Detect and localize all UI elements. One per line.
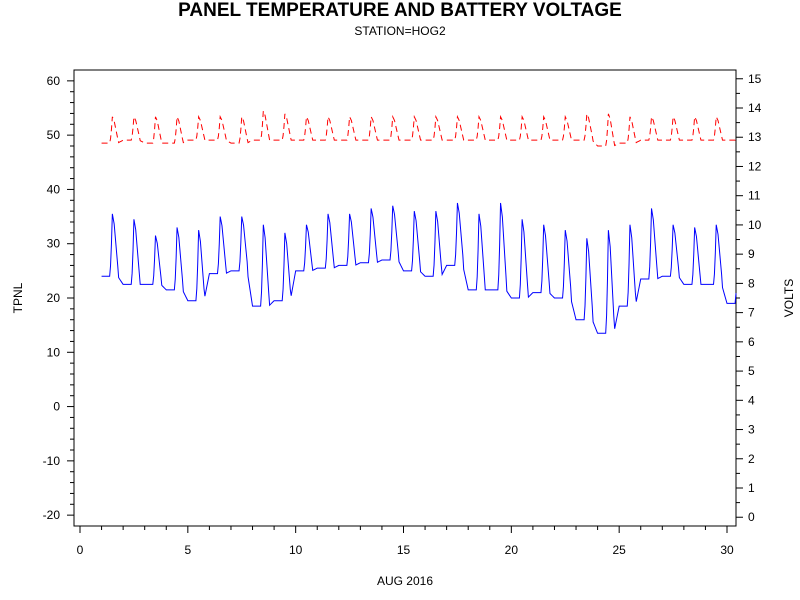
left-tick-label: 60 — [47, 74, 61, 88]
x-tick-label: 10 — [289, 543, 303, 557]
x-tick-label: 30 — [720, 543, 734, 557]
chart-subtitle: STATION=HOG2 — [354, 24, 446, 38]
x-tick-label: 20 — [505, 543, 519, 557]
x-tick-label: 25 — [612, 543, 626, 557]
chart-title: PANEL TEMPERATURE AND BATTERY VOLTAGE — [178, 0, 622, 21]
left-tick-label: 0 — [53, 400, 60, 414]
left-y-axis-label: TPNL — [11, 282, 25, 313]
right-tick-label: 5 — [748, 364, 755, 378]
right-tick-label: 11 — [748, 189, 761, 203]
x-tick-label: 15 — [397, 543, 411, 557]
series-group — [101, 110, 737, 334]
right-tick-label: 9 — [748, 247, 755, 261]
right-tick-label: 7 — [748, 306, 755, 320]
right-tick-label: 8 — [748, 276, 755, 290]
left-tick-label: 50 — [47, 128, 61, 142]
right-tick-label: 1 — [748, 481, 755, 495]
left-tick-label: -10 — [43, 454, 61, 468]
x-tick-label: 0 — [77, 543, 84, 557]
series-line-tpnl — [101, 202, 737, 334]
left-tick-label: 40 — [47, 182, 61, 196]
right-tick-label: 0 — [748, 510, 755, 524]
right-tick-label: 4 — [748, 393, 755, 407]
right-tick-label: 13 — [748, 130, 762, 144]
left-tick-label: -20 — [43, 508, 61, 522]
ticks-group: 0 5 10 15 20 25 30-20-100102030405060012345678… — [43, 72, 762, 557]
left-tick-label: 20 — [47, 291, 61, 305]
series-line-volts — [101, 110, 737, 147]
x-axis-label: AUG 2016 — [377, 574, 433, 588]
right-tick-label: 15 — [748, 72, 762, 86]
right-tick-label: 3 — [748, 423, 755, 437]
right-tick-label: 2 — [748, 452, 755, 466]
left-tick-label: 30 — [47, 237, 61, 251]
x-tick-label: 5 — [184, 543, 191, 557]
right-y-axis-label: VOLTS — [782, 279, 796, 317]
right-tick-label: 6 — [748, 335, 755, 349]
right-tick-label: 12 — [748, 159, 762, 173]
right-tick-label: 14 — [748, 101, 762, 115]
left-tick-label: 10 — [47, 345, 61, 359]
right-tick-label: 10 — [748, 218, 762, 232]
